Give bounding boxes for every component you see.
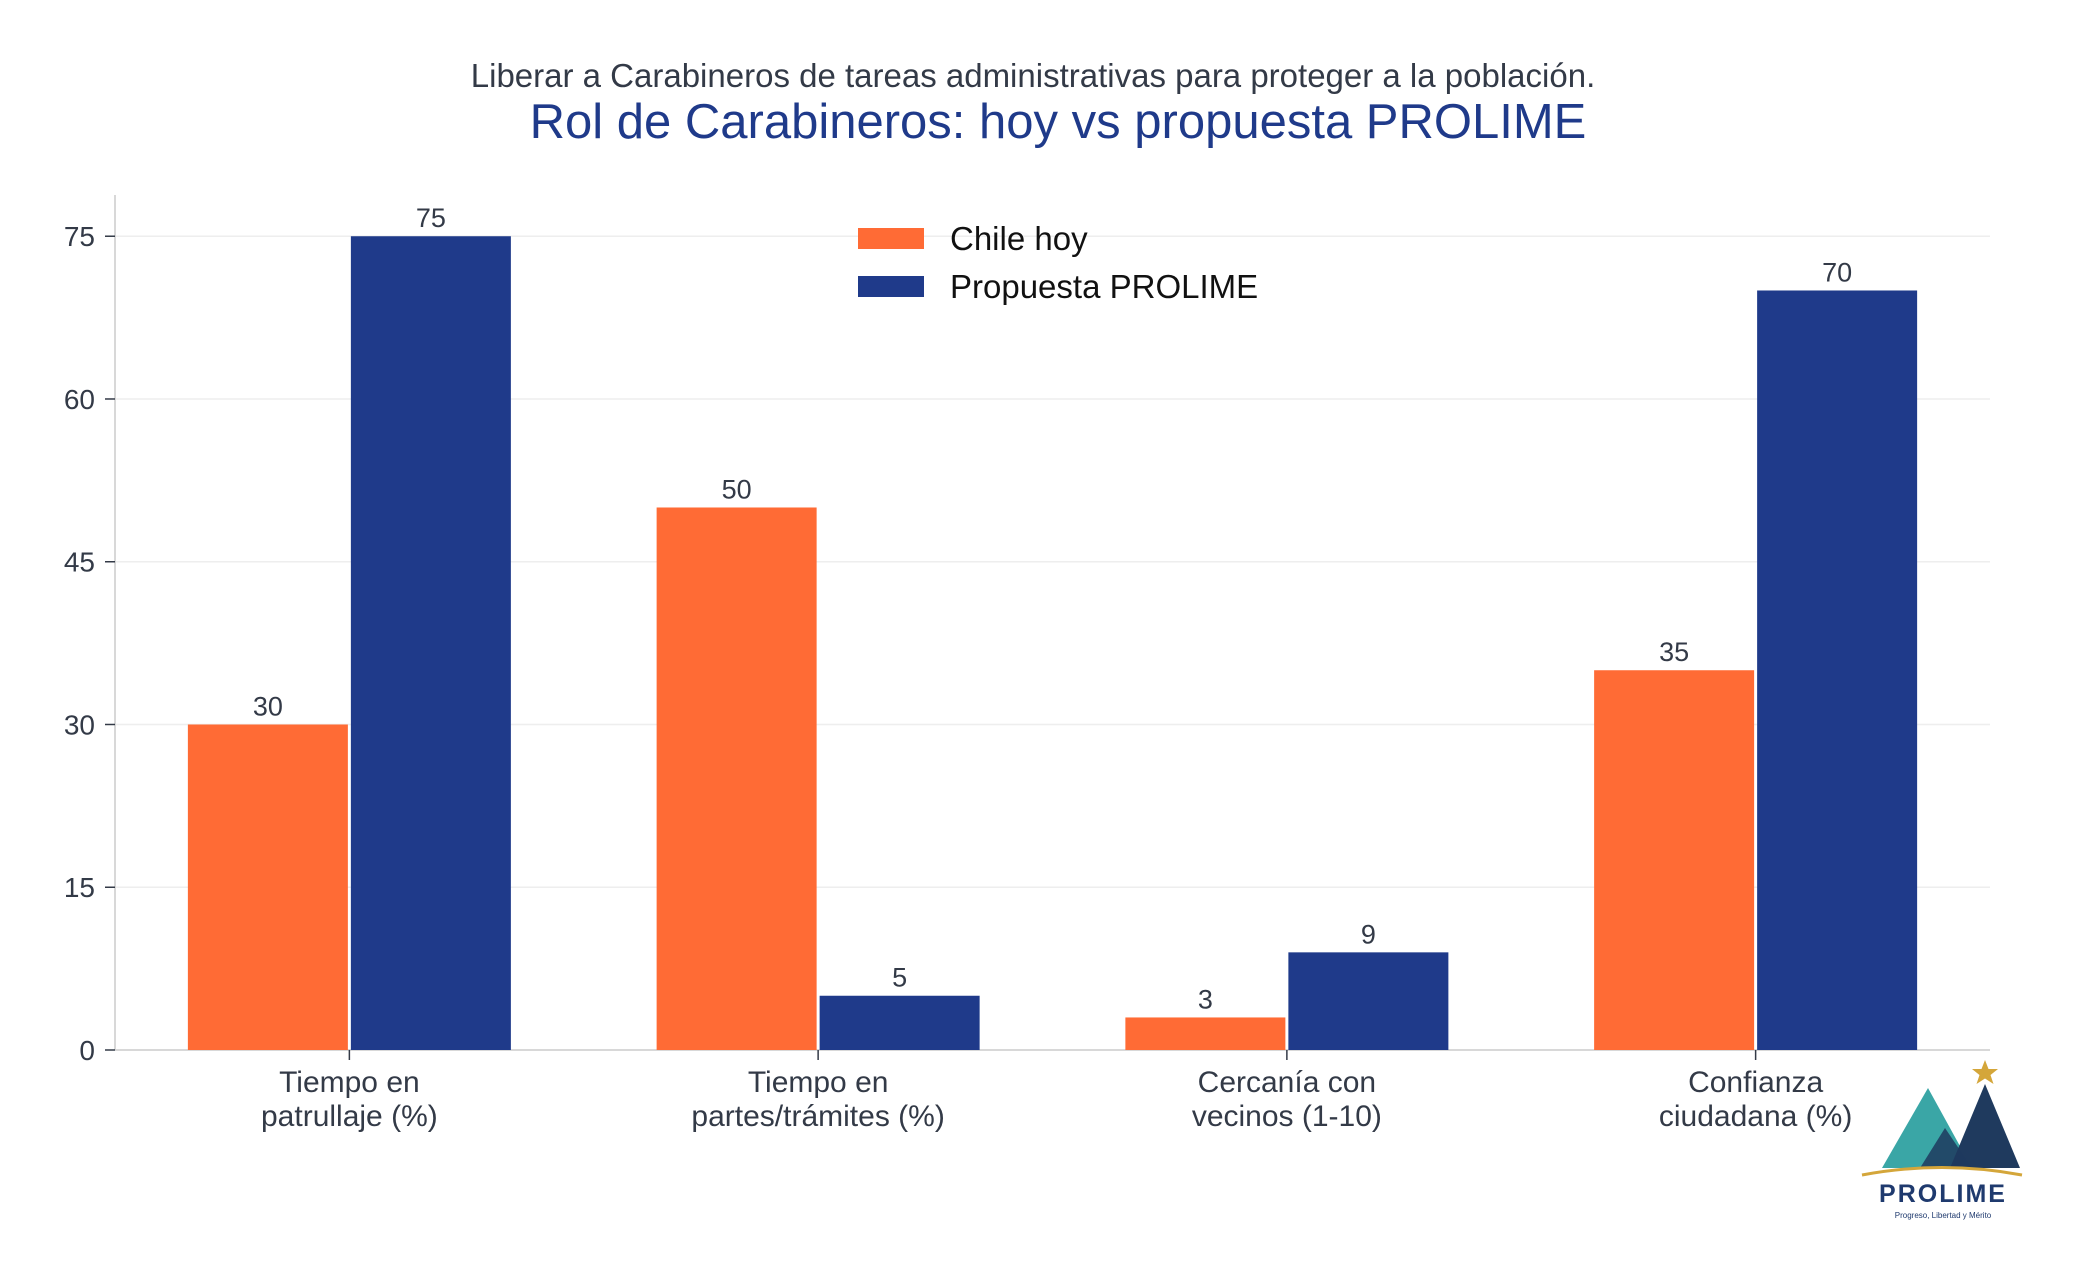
star-icon [1972, 1060, 1998, 1084]
x-tick-label: Tiempo en patrullaje (%) [261, 1066, 438, 1133]
bar-propuesta-prolime [1757, 290, 1918, 1050]
value-labels: 30 75 50 5 3 9 35 70 [253, 203, 1852, 1014]
x-tick-label: Tiempo en partes/trámites (%) [691, 1066, 944, 1133]
logo-tagline: Progreso, Libertad y Mérito [1895, 1211, 1992, 1220]
logo-mountain-small [1920, 1128, 1972, 1168]
bar-chile-hoy [187, 724, 348, 1050]
y-axis: 0 15 30 45 60 75 [64, 195, 116, 1066]
chart-subtitle: Liberar a Carabineros de tareas administ… [471, 57, 1595, 94]
legend-swatch-chile-hoy [858, 228, 924, 249]
value-label: 70 [1822, 257, 1852, 287]
y-tick-label: 75 [64, 221, 95, 252]
bar-propuesta-prolime [350, 236, 511, 1050]
legend-swatch-propuesta-prolime [858, 276, 924, 297]
x-tick-label: Cercanía con vecinos (1-10) [1192, 1066, 1382, 1133]
logo-arc [1861, 1166, 2023, 1177]
bar-propuesta-prolime [819, 995, 980, 1050]
y-tick-label: 45 [64, 547, 95, 578]
value-label: 35 [1659, 637, 1689, 667]
value-label: 75 [416, 203, 446, 233]
legend: Chile hoy Propuesta PROLIME [858, 220, 1258, 305]
value-label: 30 [253, 691, 283, 721]
bar-propuesta-prolime [1288, 952, 1449, 1050]
logo-mountain-navy [1950, 1084, 2020, 1168]
legend-label-chile-hoy: Chile hoy [950, 220, 1088, 257]
y-tick-label: 15 [64, 872, 95, 903]
value-label: 5 [892, 963, 907, 993]
bar-chile-hoy [1125, 1017, 1286, 1050]
value-label: 9 [1361, 919, 1376, 949]
bar-chile-hoy [1594, 670, 1755, 1050]
y-tick-label: 30 [64, 709, 95, 740]
value-label: 3 [1198, 984, 1213, 1014]
bar-chile-hoy [656, 507, 817, 1050]
chart-title: Rol de Carabineros: hoy vs propuesta PRO… [530, 95, 1587, 149]
y-tick-label: 0 [79, 1035, 95, 1066]
y-tick-label: 60 [64, 384, 95, 415]
legend-label-propuesta-prolime: Propuesta PROLIME [950, 268, 1258, 305]
x-tick-label: Confianza ciudadana (%) [1659, 1066, 1852, 1133]
logo-name: PROLIME [1879, 1180, 2007, 1208]
value-label: 50 [722, 474, 752, 504]
bars [187, 236, 1918, 1050]
x-axis: Tiempo en patrullaje (%) Tiempo en partes/t… [115, 1049, 1990, 1133]
prolime-logo: PROLIME Progreso, Libertad y Mérito [1861, 1060, 2023, 1220]
